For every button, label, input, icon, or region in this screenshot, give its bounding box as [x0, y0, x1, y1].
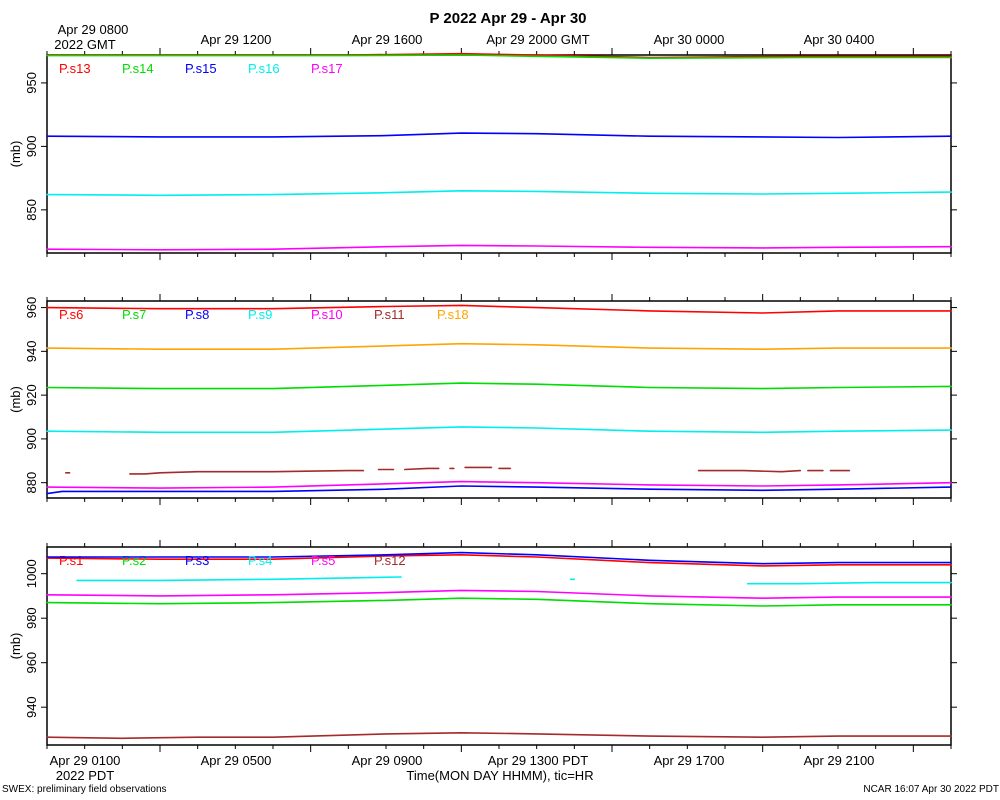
series-line-p-s17 [46, 244, 952, 251]
legend-entry: P.s7 [122, 307, 146, 322]
series-line-p-s9 [46, 426, 952, 434]
series-line-p-s8 [46, 485, 952, 495]
series-line-p-s5 [46, 589, 952, 599]
series-line-p-s14 [46, 54, 952, 59]
legend-entry: P.s5 [311, 553, 335, 568]
series-line-p-s10 [46, 480, 952, 489]
y-tick-label: 960 [24, 652, 39, 674]
y-tick-label: 900 [24, 428, 39, 450]
bottom-axis-label: Apr 29 0900 [352, 753, 423, 768]
legend-entry: P.s17 [311, 61, 343, 76]
series-line-p-s4 [76, 576, 952, 585]
footer-left-note: SWEX: preliminary field observations [2, 784, 167, 795]
y-tick-label: 940 [24, 696, 39, 718]
y-axis-title: (mb) [8, 141, 23, 168]
series-line-p-s12 [46, 732, 952, 740]
panel-bottom: 940 960 980 1000 (mb) P.s1 P.s2 P.s3 P.s4 P.s5 P.s… [8, 540, 957, 752]
y-tick-label: 940 [24, 340, 39, 362]
y-tick-label: 850 [24, 199, 39, 221]
bottom-axis-year: 2022 PDT [56, 768, 115, 783]
top-axis-label: Apr 30 0400 [804, 32, 875, 47]
legend-entry: P.s10 [311, 307, 343, 322]
bottom-axis-label: Apr 29 0500 [201, 753, 272, 768]
legend-entry: P.s12 [374, 553, 406, 568]
y-tick-label: 880 [24, 472, 39, 494]
legend-entry: P.s11 [374, 307, 405, 322]
top-time-axis: Apr 29 0800 2022 GMT Apr 29 1200 Apr 29 … [54, 22, 874, 52]
plot-frame [46, 54, 952, 254]
legend-entry: P.s3 [185, 553, 209, 568]
bottom-axis-label: Apr 29 1700 [654, 753, 725, 768]
series-line-p-s7 [46, 382, 952, 390]
y-tick-label: 900 [24, 136, 39, 158]
panels: 850 900 950 (mb) P.s13 P.s14 P.s15 P.s16 P.s17 88… [8, 48, 957, 752]
y-tick-label: 950 [24, 72, 39, 94]
bottom-axis-label: Apr 29 0100 [50, 753, 121, 768]
top-axis-label: Apr 30 0000 [654, 32, 725, 47]
legend-entry: P.s2 [122, 553, 146, 568]
panel-middle: 880 900 920 940 960 (mb) P.s6 P.s7 P.s8 P.s9 P.s10… [8, 294, 957, 505]
y-tick-label: 980 [24, 607, 39, 629]
legend-entry: P.s1 [59, 553, 83, 568]
bottom-axis-label: Apr 29 1300 PDT [488, 753, 589, 768]
series-line-p-s16 [46, 190, 952, 197]
series-line-p-s11 [65, 466, 851, 475]
legend-entry: P.s8 [185, 307, 209, 322]
series-line-p-s2 [46, 597, 952, 607]
chart-title: P 2022 Apr 29 - Apr 30 [429, 10, 586, 27]
legend-entry: P.s15 [185, 61, 217, 76]
legend-entry: P.s14 [122, 61, 154, 76]
y-tick-label: 960 [24, 297, 39, 319]
legend-entry: P.s13 [59, 61, 91, 76]
legend-entry: P.s9 [248, 307, 272, 322]
top-axis-label: Apr 29 2000 GMT [486, 32, 589, 47]
panel-top: 850 900 950 (mb) P.s13 P.s14 P.s15 P.s16 P.s17 [8, 48, 957, 260]
series-line-p-s6 [46, 304, 952, 314]
y-tick-label: 1000 [24, 559, 39, 588]
top-axis-label: Apr 29 1600 [352, 32, 423, 47]
top-axis-label: Apr 29 1200 [201, 32, 272, 47]
legend-entry: P.s16 [248, 61, 280, 76]
x-axis-title: Time(MON DAY HHMM), tic=HR [406, 768, 593, 783]
footer-right-stamp: NCAR 16:07 Apr 30 2022 PDT [863, 784, 999, 795]
bottom-axis-label: Apr 29 2100 [804, 753, 875, 768]
legend-entry: P.s18 [437, 307, 469, 322]
series-line-p-s18 [46, 342, 952, 350]
series-line-p-s15 [46, 132, 952, 139]
y-axis-title: (mb) [8, 633, 23, 660]
plot-frame [46, 546, 952, 746]
y-tick-label: 920 [24, 384, 39, 406]
top-axis-first-label: Apr 29 0800 [58, 22, 129, 37]
series-line-p-s1 [46, 554, 952, 567]
legend-entry: P.s6 [59, 307, 83, 322]
bottom-time-axis: Apr 29 0100 Apr 29 0500 Apr 29 0900 Apr … [50, 753, 875, 783]
top-axis-first-year: 2022 GMT [54, 37, 115, 52]
y-axis-title: (mb) [8, 386, 23, 413]
series-line-p-s3 [46, 551, 952, 565]
legend-entry: P.s4 [248, 553, 272, 568]
